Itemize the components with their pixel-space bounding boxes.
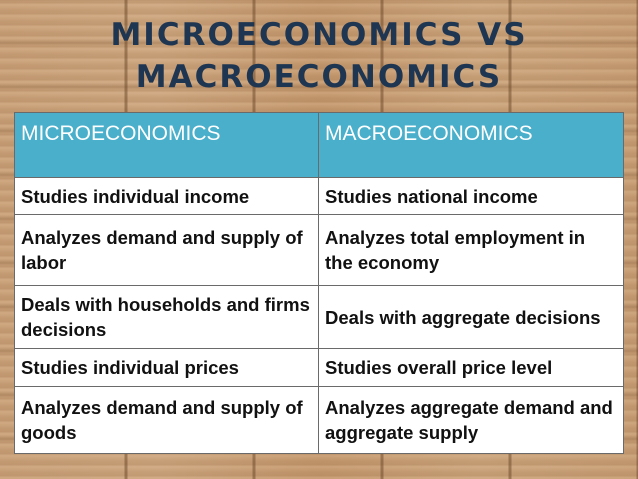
table-row: Analyzes demand and supply of goods Anal… <box>14 386 624 454</box>
macro-cell: Deals with aggregate decisions <box>318 285 624 349</box>
table-row: Deals with households and firms decision… <box>14 285 624 349</box>
slide-title-line-2: MACROECONOMICS <box>135 59 503 95</box>
header-microeconomics: MICROECONOMICS <box>14 112 319 178</box>
table-row: Studies individual prices Studies overal… <box>14 348 624 387</box>
table-header-row: MICROECONOMICS MACROECONOMICS <box>14 112 624 178</box>
table-row: Studies individual income Studies nation… <box>14 177 624 215</box>
macro-cell: Analyzes total employment in the economy <box>318 214 624 286</box>
slide-title-line-1: MICROECONOMICS VS <box>110 17 528 53</box>
comparison-table: MICROECONOMICS MACROECONOMICS Studies in… <box>14 112 624 454</box>
table-row: Analyzes demand and supply of labor Anal… <box>14 214 624 286</box>
macro-cell: Analyzes aggregate demand and aggregate … <box>318 386 624 454</box>
micro-cell: Analyzes demand and supply of goods <box>14 386 319 454</box>
macro-cell: Studies national income <box>318 177 624 215</box>
micro-cell: Studies individual income <box>14 177 319 215</box>
micro-cell: Analyzes demand and supply of labor <box>14 214 319 286</box>
header-macroeconomics: MACROECONOMICS <box>318 112 624 178</box>
slide-title: MICROECONOMICS VS MACROECONOMICS <box>0 14 638 98</box>
micro-cell: Deals with households and firms decision… <box>14 285 319 349</box>
macro-cell: Studies overall price level <box>318 348 624 387</box>
micro-cell: Studies individual prices <box>14 348 319 387</box>
